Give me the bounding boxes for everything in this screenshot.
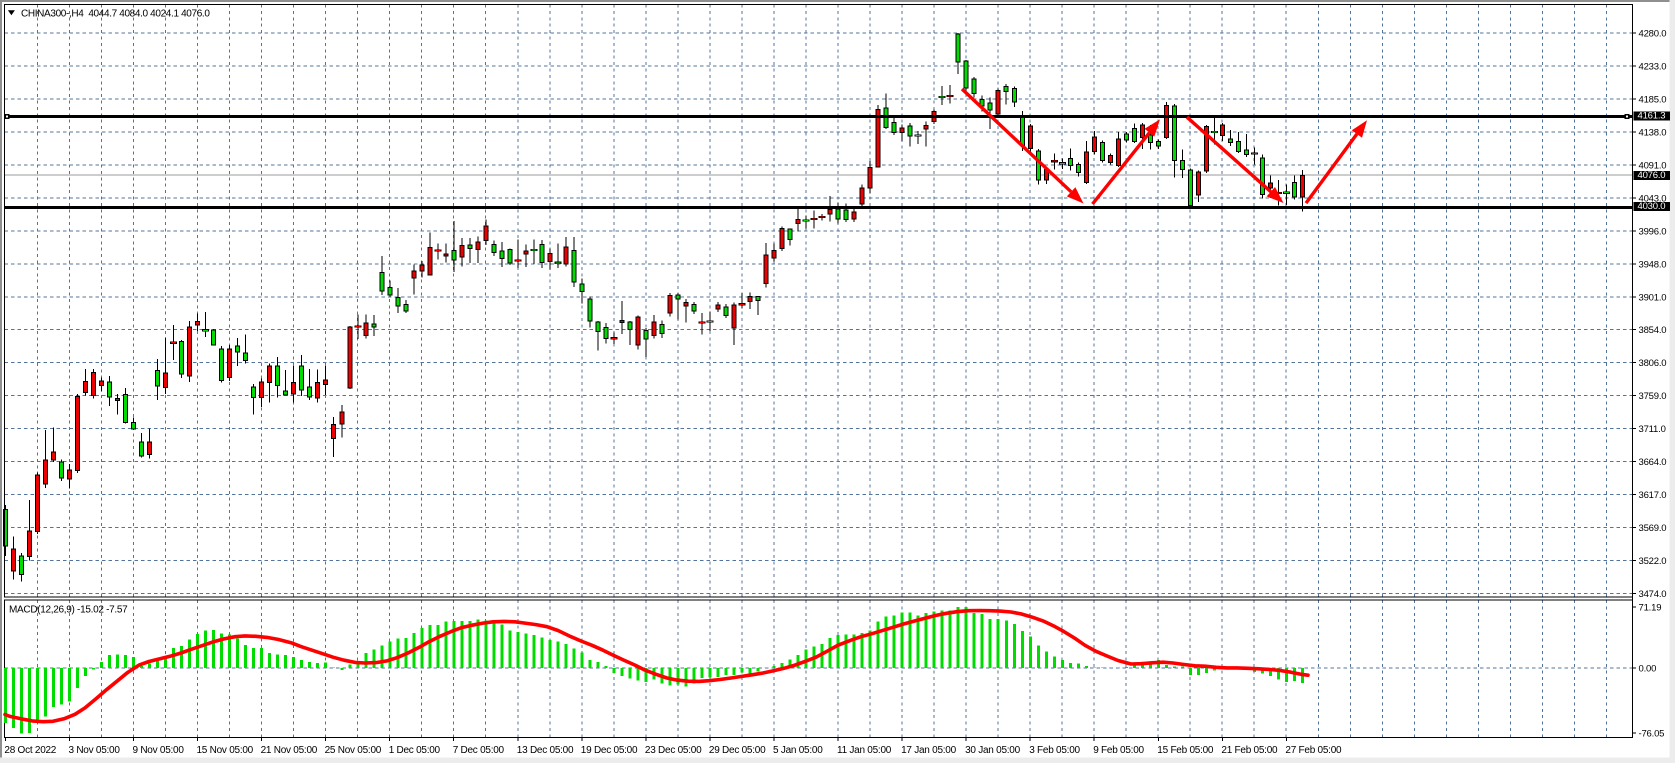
svg-text:4030.0: 4030.0 <box>1638 201 1666 212</box>
svg-text:21 Feb 05:00: 21 Feb 05:00 <box>1221 745 1278 756</box>
svg-text:11 Jan 05:00: 11 Jan 05:00 <box>837 745 892 756</box>
svg-text:1 Dec 05:00: 1 Dec 05:00 <box>389 745 441 756</box>
svg-text:25 Nov 05:00: 25 Nov 05:00 <box>325 745 382 756</box>
svg-text:3569.0: 3569.0 <box>1639 523 1667 534</box>
svg-text:3 Nov 05:00: 3 Nov 05:00 <box>69 745 121 756</box>
svg-text:15 Feb 05:00: 15 Feb 05:00 <box>1157 745 1214 756</box>
svg-text:4138.0: 4138.0 <box>1639 127 1667 138</box>
svg-text:17 Jan 05:00: 17 Jan 05:00 <box>901 745 957 756</box>
svg-text:13 Dec 05:00: 13 Dec 05:00 <box>517 745 574 756</box>
svg-text:29 Dec 05:00: 29 Dec 05:00 <box>709 745 766 756</box>
svg-text:3617.0: 3617.0 <box>1639 490 1667 501</box>
svg-text:3996.0: 3996.0 <box>1639 226 1667 237</box>
svg-text:15 Nov 05:00: 15 Nov 05:00 <box>197 745 254 756</box>
svg-text:23 Dec 05:00: 23 Dec 05:00 <box>645 745 702 756</box>
svg-text:3854.0: 3854.0 <box>1639 325 1667 336</box>
svg-text:9 Feb 05:00: 9 Feb 05:00 <box>1093 745 1144 756</box>
svg-text:CHINA300-,H4 4044.7 4084.0 40: CHINA300-,H4 4044.7 4084.0 4024.1 4076.0 <box>21 9 210 20</box>
svg-text:7 Dec 05:00: 7 Dec 05:00 <box>453 745 505 756</box>
svg-text:9 Nov 05:00: 9 Nov 05:00 <box>133 745 185 756</box>
svg-text:3522.0: 3522.0 <box>1639 556 1667 567</box>
svg-text:19 Dec 05:00: 19 Dec 05:00 <box>581 745 638 756</box>
svg-text:3948.0: 3948.0 <box>1639 259 1667 270</box>
svg-text:3664.0: 3664.0 <box>1639 457 1667 468</box>
svg-text:71.19: 71.19 <box>1639 602 1662 613</box>
svg-text:3711.0: 3711.0 <box>1639 424 1666 435</box>
svg-text:4043.0: 4043.0 <box>1639 193 1667 204</box>
svg-text:4185.0: 4185.0 <box>1639 94 1667 105</box>
svg-text:3806.0: 3806.0 <box>1639 358 1667 369</box>
svg-text:4280.0: 4280.0 <box>1639 29 1667 40</box>
svg-text:21 Nov 05:00: 21 Nov 05:00 <box>261 745 318 756</box>
svg-text:3474.0: 3474.0 <box>1639 589 1667 600</box>
svg-text:MACD(12,26,9) -15.02 -7.57: MACD(12,26,9) -15.02 -7.57 <box>9 604 128 615</box>
svg-text:4091.0: 4091.0 <box>1639 160 1667 171</box>
svg-text:5 Jan 05:00: 5 Jan 05:00 <box>773 745 823 756</box>
svg-text:3759.0: 3759.0 <box>1639 391 1667 402</box>
svg-text:0.00: 0.00 <box>1639 664 1657 675</box>
svg-text:27 Feb 05:00: 27 Feb 05:00 <box>1285 745 1342 756</box>
svg-text:30 Jan 05:00: 30 Jan 05:00 <box>965 745 1021 756</box>
svg-text:4076.0: 4076.0 <box>1638 170 1666 181</box>
svg-text:3 Feb 05:00: 3 Feb 05:00 <box>1029 745 1080 756</box>
svg-text:-76.05: -76.05 <box>1639 729 1665 740</box>
svg-text:28 Oct 2022: 28 Oct 2022 <box>4 745 56 756</box>
svg-text:3901.0: 3901.0 <box>1639 292 1667 303</box>
svg-text:4161.3: 4161.3 <box>1638 111 1666 122</box>
svg-text:4233.0: 4233.0 <box>1639 62 1667 73</box>
